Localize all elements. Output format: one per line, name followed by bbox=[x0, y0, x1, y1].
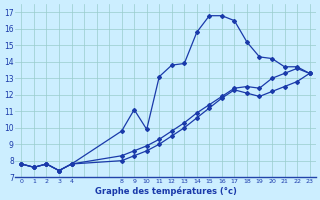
X-axis label: Graphe des températures (°c): Graphe des températures (°c) bbox=[95, 186, 236, 196]
